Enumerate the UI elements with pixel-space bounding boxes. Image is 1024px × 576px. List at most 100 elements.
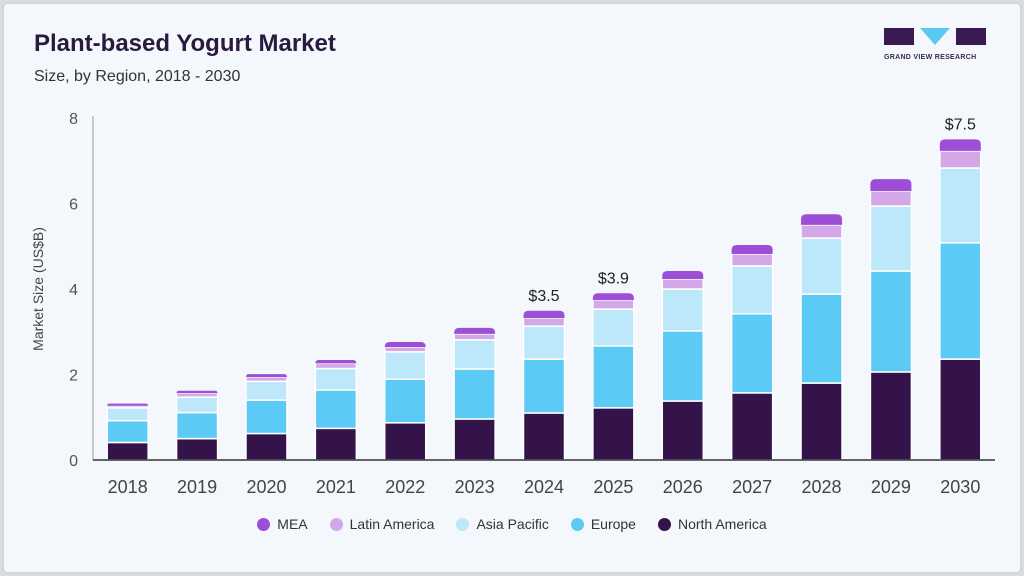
bar-segment-mea [454,327,496,334]
bar-segment-north-america [314,427,358,461]
bar-segment-europe [314,389,358,430]
bar-segment-latin-america [453,333,496,341]
bar-segment-north-america [869,371,913,461]
bar-segment-asia-pacific [800,237,843,295]
bar-segment-latin-america [869,190,913,207]
chart-legend: MEA Latin America Asia Pacific Europe North … [0,516,1024,532]
legend-label: MEA [277,516,308,532]
y-tick-label: 4 [69,282,78,299]
bar-segment-europe [939,242,982,360]
bar-segment-asia-pacific [592,308,635,347]
bar-segment-mea [315,359,357,364]
logo-text: GRAND VIEW RESEARCH [884,54,977,61]
bar-segment-mea [731,244,773,254]
bar-segment-latin-america [661,278,705,290]
bar-segment-north-america [453,418,496,461]
bar-segment-latin-america [383,346,427,353]
x-tick-label: 2021 [316,477,356,497]
bar-segment-asia-pacific [175,396,219,414]
bar-segment-latin-america [800,224,843,239]
x-tick-label: 2028 [802,477,842,497]
bar-segment-mea [592,293,634,301]
bar-segment-mea [662,271,704,280]
bar-segment-north-america [522,412,566,461]
bar-segment-asia-pacific [939,167,982,244]
bar-segment-north-america [175,437,219,461]
bar-segment-europe [730,313,774,394]
x-tick-label: 2030 [940,477,980,497]
total-value-label: $3.9 [598,270,629,287]
bar-segment-latin-america [175,392,219,398]
bar-segment-mea [523,310,565,319]
legend-label: North America [677,516,767,532]
y-tick-label: 2 [69,368,78,385]
x-tick-label: 2029 [871,477,911,497]
y-tick-label: 8 [69,111,78,128]
bar-segment-mea [107,403,149,406]
bar-segment-latin-america [314,362,358,370]
x-tick-label: 2022 [385,477,425,497]
bar-segment-north-america [106,441,149,461]
chart-title: Plant-based Yogurt Market [34,30,336,57]
legend-swatch [257,517,271,531]
x-tick-label: 2024 [524,477,564,497]
legend-item-asia-pacific: Asia Pacific [456,516,549,532]
bar-segment-north-america [800,382,843,461]
x-tick-label: 2023 [455,477,495,497]
legend-item-north-america: North America [657,516,767,532]
y-tick-label: 0 [69,453,78,470]
x-tick-label: 2018 [108,477,148,497]
legend-swatch [329,517,343,531]
legend-swatch [657,517,671,531]
bar-segment-asia-pacific [245,380,288,401]
legend-swatch [456,517,470,531]
bar-segment-mea [176,390,218,394]
chart-subtitle: Size, by Region, 2018 - 2030 [34,68,241,85]
bar-segment-latin-america [592,299,635,310]
bar-segment-europe [175,411,219,440]
bar-segment-north-america [730,392,774,461]
bar-segment-mea [801,214,843,225]
bar-segment-asia-pacific [661,288,705,332]
logo-mark-icon [884,28,986,45]
bar-segment-europe [592,345,635,409]
bar-segment-mea [939,139,981,151]
bar-segment-europe [522,358,566,414]
x-tick-label: 2020 [246,477,286,497]
bar-segment-asia-pacific [869,205,913,272]
legend-label: Europe [590,516,636,532]
legend-item-mea: MEA [257,516,308,532]
bar-segment-north-america [245,432,288,461]
bar-segment-mea [384,342,426,348]
bar-segment-europe [383,378,427,424]
bar-segment-asia-pacific [314,367,358,391]
legend-swatch [570,517,584,531]
legend-item-europe: Europe [570,516,636,532]
bar-segment-latin-america [106,404,149,409]
bar-segment-north-america [661,400,705,461]
bar-segment-latin-america [245,376,288,383]
total-value-label: $3.5 [528,288,559,305]
bar-segment-europe [106,419,149,444]
bar-segment-latin-america [730,253,774,267]
grand-view-research-logo: GRAND VIEW RESEARCH [884,28,986,61]
bar-segment-asia-pacific [522,325,566,360]
legend-label: Latin America [349,516,435,532]
bar-segment-latin-america [522,317,566,327]
bar-segment-europe [245,399,288,435]
bar-segment-europe [869,270,913,373]
x-tick-label: 2019 [177,477,217,497]
legend-label: Asia Pacific [476,516,549,532]
bar-segment-asia-pacific [730,265,774,315]
total-value-label: $7.5 [945,116,976,133]
x-tick-label: 2027 [732,477,772,497]
bar-segment-europe [800,293,843,384]
bar-segment-europe [453,368,496,420]
bar-segment-latin-america [939,150,982,169]
bar-segment-north-america [939,358,982,461]
bar-segment-north-america [383,422,427,461]
bar-segment-mea [245,374,287,378]
bar-segment-mea [870,179,912,192]
